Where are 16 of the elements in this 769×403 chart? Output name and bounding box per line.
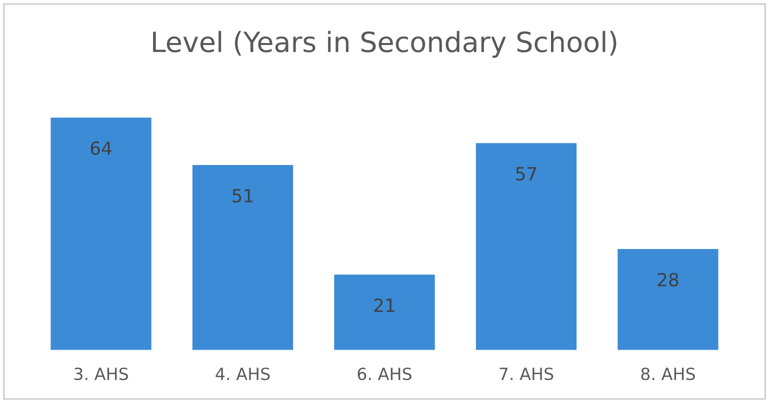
data-label: 64 [90,141,112,156]
x-tick-label: 8. AHS [641,368,695,380]
bar [49,116,153,351]
x-tick-label: 6. AHS [358,368,412,380]
bar [332,273,436,351]
data-label: 57 [516,167,536,181]
bar [616,248,720,351]
chart-title: Level (Years in Secondary School) [153,30,616,58]
bar [191,164,294,351]
bar [474,142,578,351]
data-label: 51 [232,189,253,203]
data-label: 28 [658,272,678,287]
x-tick-label: 3. AHS [74,368,128,380]
x-tick-label: 4. AHS [216,368,270,380]
x-tick-label: 7. AHS [500,368,554,380]
data-label: 21 [374,298,394,312]
